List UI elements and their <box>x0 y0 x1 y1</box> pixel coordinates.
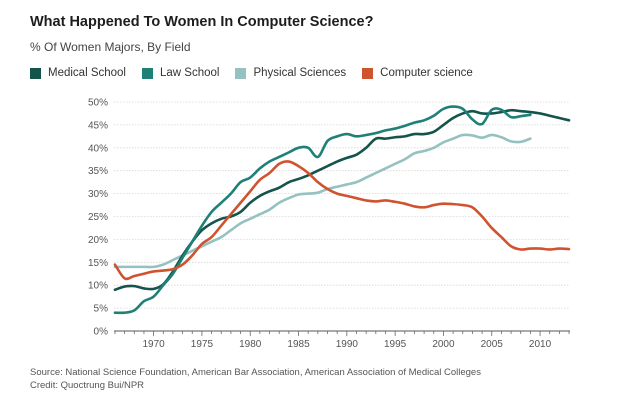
y-tick-label: 30% <box>88 189 108 200</box>
legend-swatch-law-school <box>141 67 153 79</box>
line-chart: 0% 5% 10% 15% 20% 25% 30% 35% 40% 45% 50% 1970 1975 1… <box>88 98 571 350</box>
x-tick-label: 1975 <box>191 339 214 350</box>
x-tick-label: 1970 <box>142 339 165 350</box>
y-tick-label: 10% <box>88 281 108 292</box>
chart-footer: Source: National Science Foundation, Ame… <box>30 366 481 392</box>
legend-swatch-physical-sciences <box>235 67 247 79</box>
legend-label-computer-science: Computer science <box>380 67 473 79</box>
x-tick-label: 1995 <box>384 339 407 350</box>
chart-title: What Happened To Women In Computer Scien… <box>30 14 374 30</box>
legend-label-law-school: Law School <box>159 67 220 79</box>
x-tick-label: 2010 <box>529 339 552 350</box>
y-tick-label: 50% <box>88 98 108 109</box>
x-tick-label: 1985 <box>287 339 310 350</box>
chart-subtitle: % Of Women Majors, By Field <box>30 40 191 54</box>
legend-item-law-school: Law School <box>141 67 220 79</box>
legend-item-medical-school: Medical School <box>30 67 126 79</box>
series-line-computer-science <box>113 160 571 281</box>
y-tick-label: 40% <box>88 143 108 154</box>
y-tick-label: 45% <box>88 120 108 131</box>
source-note: Source: National Science Foundation, Ame… <box>30 367 481 378</box>
y-tick-label: 0% <box>94 327 109 338</box>
credit-note: Credit: Quoctrung Bui/NPR <box>30 380 145 391</box>
y-tick-label: 35% <box>88 166 108 177</box>
x-tick-label: 1990 <box>336 339 359 350</box>
y-tick-label: 15% <box>88 258 108 269</box>
legend-swatch-computer-science <box>362 67 374 79</box>
x-tick-label: 2005 <box>481 339 504 350</box>
y-tick-label: 20% <box>88 235 108 246</box>
series-line-physical-sciences <box>113 133 532 269</box>
chart-legend: Medical School Law School Physical Scien… <box>30 67 489 79</box>
legend-swatch-medical-school <box>30 67 41 79</box>
x-tick-label: 2000 <box>432 339 455 350</box>
x-tick-label: 1980 <box>239 339 262 350</box>
y-tick-label: 25% <box>88 212 108 223</box>
y-tick-label: 5% <box>94 304 109 315</box>
legend-label-medical-school: Medical School <box>48 67 126 79</box>
legend-item-computer-science: Computer science <box>362 67 473 79</box>
legend-item-physical-sciences: Physical Sciences <box>235 67 346 79</box>
legend-label-physical-sciences: Physical Sciences <box>253 67 347 79</box>
series-line-law-school <box>113 105 532 315</box>
